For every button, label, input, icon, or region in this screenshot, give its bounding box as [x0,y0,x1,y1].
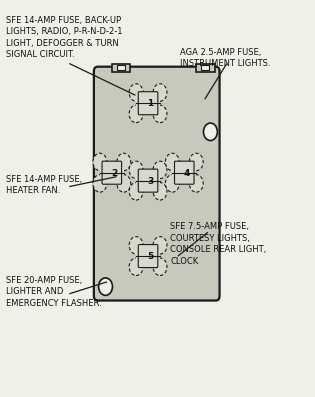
Circle shape [153,237,167,254]
Circle shape [99,278,112,295]
Bar [100,166,124,179]
Circle shape [153,105,167,123]
Circle shape [153,258,167,276]
Bar [196,64,215,72]
Circle shape [117,175,131,192]
Bar [136,174,160,187]
FancyBboxPatch shape [138,245,158,268]
Circle shape [189,175,203,192]
Text: 4: 4 [184,169,190,177]
Circle shape [93,175,107,192]
Circle shape [129,84,143,101]
Circle shape [165,175,179,192]
Circle shape [93,153,107,171]
Circle shape [129,237,143,254]
FancyBboxPatch shape [94,67,220,301]
Bar [112,64,130,72]
Text: 1: 1 [147,99,154,108]
Circle shape [189,153,203,171]
Circle shape [153,84,167,101]
FancyBboxPatch shape [138,92,158,115]
Bar [136,97,160,110]
Text: 2: 2 [111,169,117,177]
Circle shape [117,153,131,171]
Text: 3: 3 [147,177,154,185]
FancyBboxPatch shape [102,161,122,184]
Bar [201,66,209,70]
Text: SFE 14-AMP FUSE,
HEATER FAN.: SFE 14-AMP FUSE, HEATER FAN. [6,175,83,195]
Circle shape [129,183,143,200]
Circle shape [129,161,143,179]
Circle shape [129,105,143,123]
Text: SFE 7.5-AMP FUSE,
COURTESY LIGHTS,
CONSOLE REAR LIGHT,
CLOCK: SFE 7.5-AMP FUSE, COURTESY LIGHTS, CONSO… [170,222,266,266]
Bar [172,166,196,179]
Circle shape [153,161,167,179]
Text: AGA 2.5-AMP FUSE,
INSTRUMENT LIGHTS.: AGA 2.5-AMP FUSE, INSTRUMENT LIGHTS. [180,48,270,68]
Circle shape [165,153,179,171]
Circle shape [129,258,143,276]
FancyBboxPatch shape [138,169,158,192]
Circle shape [203,123,217,141]
Bar [117,66,125,70]
Text: SFE 20-AMP FUSE,
LIGHTER AND
EMERGENCY FLASHER.: SFE 20-AMP FUSE, LIGHTER AND EMERGENCY F… [6,276,102,308]
Text: SFE 14-AMP FUSE, BACK-UP
LIGHTS, RADIO, P-R-N-D-2-1
LIGHT, DEFOGGER & TURN
SIGNA: SFE 14-AMP FUSE, BACK-UP LIGHTS, RADIO, … [6,16,123,59]
FancyBboxPatch shape [175,161,194,184]
Bar [136,250,160,262]
Circle shape [153,183,167,200]
Text: 5: 5 [147,252,154,261]
